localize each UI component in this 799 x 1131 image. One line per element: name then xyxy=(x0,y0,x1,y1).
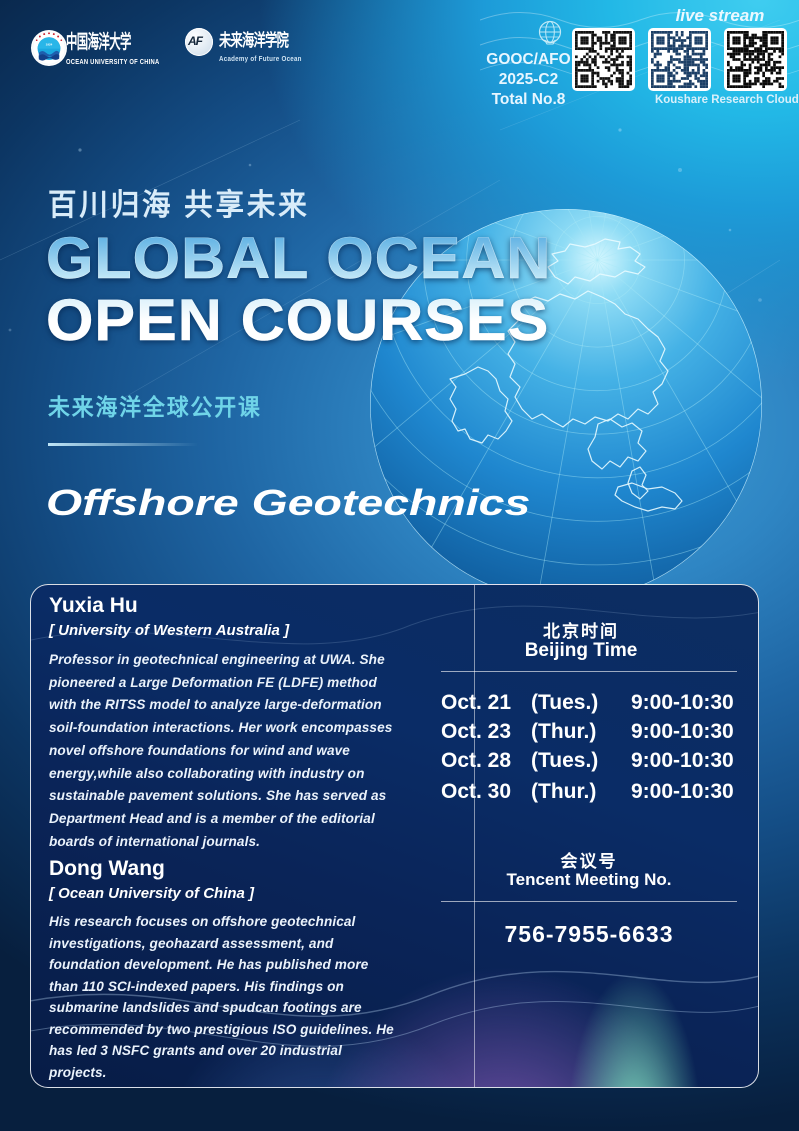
svg-text:1924: 1924 xyxy=(46,43,53,47)
